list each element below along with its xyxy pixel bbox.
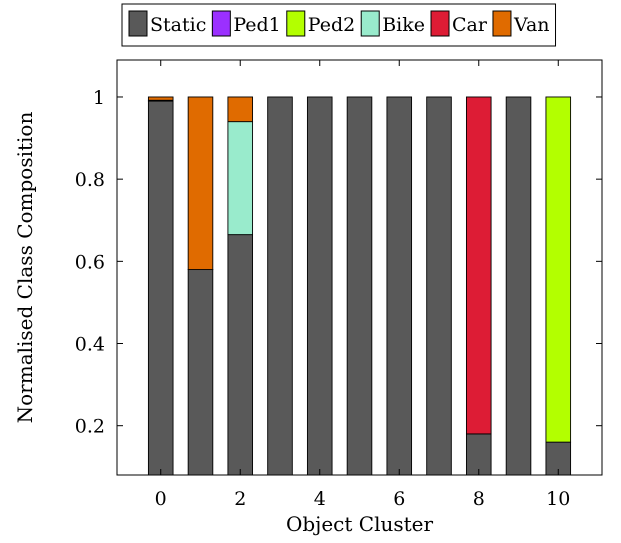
x-tick-label: 8 <box>473 488 485 510</box>
legend-label-bike: Bike <box>382 14 425 36</box>
x-tick-label: 10 <box>546 488 570 510</box>
bar-static-cluster-2 <box>227 234 254 476</box>
bar-van-cluster-1 <box>187 96 214 271</box>
legend-swatch-ped1 <box>211 10 231 37</box>
y-tick-label: 0.6 <box>75 251 105 273</box>
bars <box>147 96 572 476</box>
x-tick-label: 6 <box>393 488 405 510</box>
bar-static-cluster-8 <box>465 433 492 476</box>
bar-static-cluster-3 <box>267 96 293 476</box>
bar-van-cluster-2 <box>227 96 254 123</box>
y-tick-label: 1 <box>93 87 105 109</box>
legend-label-ped2: Ped2 <box>308 14 355 36</box>
bar-static-cluster-5 <box>346 96 373 476</box>
bar-bike-cluster-2 <box>227 121 254 236</box>
y-axis: 0.2 0.4 0.6 0.8 1 <box>75 87 602 438</box>
legend-swatch-ped2 <box>286 10 306 37</box>
legend-swatch-van <box>492 10 512 37</box>
x-tick-label: 2 <box>234 488 246 510</box>
x-axis: 0 2 4 6 8 10 <box>155 60 570 510</box>
x-axis-title: Object Cluster <box>286 512 434 536</box>
y-tick-label: 0.2 <box>75 416 105 438</box>
bar-static-cluster-1 <box>187 269 214 476</box>
legend: Static Ped1 Ped2 Bike Car Van <box>121 3 557 47</box>
bar-static-cluster-9 <box>505 96 532 476</box>
legend-swatch-car <box>430 10 450 37</box>
y-tick-label: 0.8 <box>75 169 105 191</box>
y-axis-title: Normalised Class Composition <box>13 112 37 424</box>
legend-label-static: Static <box>150 14 206 36</box>
legend-label-van: Van <box>513 14 550 36</box>
x-tick-label: 0 <box>155 488 167 510</box>
bar-ped2-cluster-10 <box>545 96 572 443</box>
legend-label-car: Car <box>452 14 488 36</box>
y-tick-label: 0.4 <box>75 334 105 356</box>
legend-swatch-static <box>128 10 148 37</box>
bar-static-cluster-0 <box>147 100 174 476</box>
legend-label-ped1: Ped1 <box>233 14 280 36</box>
legend-frame <box>121 3 557 47</box>
x-tick-label: 4 <box>314 488 326 510</box>
bar-static-cluster-6 <box>386 96 413 476</box>
bar-static-cluster-4 <box>306 96 333 476</box>
bar-static-cluster-7 <box>426 96 452 476</box>
bar-van-cluster-0 <box>147 96 174 101</box>
legend-swatch-bike <box>360 10 380 37</box>
bar-car-cluster-8 <box>465 96 492 435</box>
